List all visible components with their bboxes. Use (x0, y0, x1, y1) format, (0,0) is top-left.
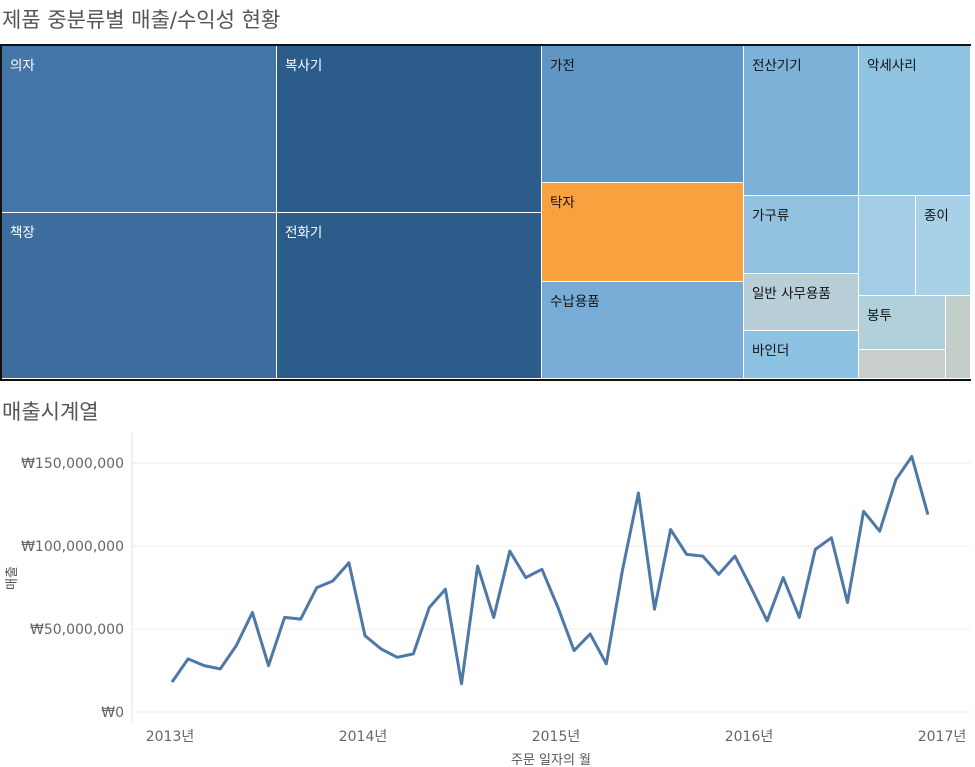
x-tick-label: 2015년 (532, 729, 581, 745)
treemap-tile-label: 가구류 (752, 208, 790, 224)
sales-line[interactable] (170, 455, 930, 686)
line-chart[interactable]: ₩0 ₩50,000,000 ₩100,000,000 ₩150,000,000 20… (0, 428, 975, 767)
y-tick-label: ₩100,000,000 (21, 539, 124, 555)
treemap-tile-label: 탁자 (550, 195, 575, 211)
treemap-tile[interactable]: 전산기기 (744, 46, 859, 196)
treemap-tile-label: 복사기 (285, 58, 323, 74)
x-tick-label: 2016년 (725, 729, 774, 745)
treemap-tile[interactable]: 바인더 (744, 331, 859, 379)
treemap-tile[interactable]: 악세사리 (859, 46, 971, 196)
x-tick-label: 2017년 (918, 729, 967, 745)
treemap-tile[interactable] (859, 196, 916, 296)
x-tick-label: 2014년 (339, 729, 388, 745)
y-tick-labels: ₩0 ₩50,000,000 ₩100,000,000 ₩150,000,000 (21, 456, 124, 721)
treemap-tile[interactable]: 전화기 (277, 213, 542, 379)
treemap-tile-label: 종이 (924, 208, 949, 224)
treemap-tile-label: 악세사리 (867, 58, 917, 74)
treemap-tile-label: 가전 (550, 58, 575, 74)
treemap-tile-label: 의자 (10, 58, 35, 74)
treemap-tile[interactable]: 수납용품 (542, 282, 744, 379)
treemap-tile[interactable]: 일반 사무용품 (744, 274, 859, 331)
treemap-tile-label: 수납용품 (550, 294, 600, 310)
treemap-tile[interactable]: 탁자 (542, 183, 744, 282)
x-tick-label: 2013년 (146, 729, 195, 745)
treemap-tile[interactable] (946, 296, 971, 379)
timeseries-title: 매출시계열 (2, 400, 99, 424)
treemap-tile[interactable] (859, 350, 946, 379)
treemap-tile-label: 전화기 (285, 225, 323, 241)
treemap-tile[interactable]: 의자 (2, 46, 277, 213)
treemap-tile-label: 일반 사무용품 (752, 286, 831, 302)
treemap-tile-label: 바인더 (752, 343, 790, 359)
treemap-tile-label: 전산기기 (752, 58, 802, 74)
treemap-tile[interactable]: 봉투 (859, 296, 946, 350)
y-axis-label: 매출 (5, 566, 20, 590)
y-tick-label: ₩50,000,000 (30, 622, 124, 638)
y-tick-label: ₩150,000,000 (21, 456, 124, 472)
treemap-tile[interactable]: 복사기 (277, 46, 542, 213)
y-tick-label: ₩0 (101, 705, 124, 721)
treemap-tile[interactable]: 책장 (2, 213, 277, 379)
x-tick-labels: 2013년 2014년 2015년 2016년 2017년 (146, 729, 967, 745)
treemap-tile[interactable]: 종이 (916, 196, 971, 296)
gridlines (132, 462, 970, 713)
treemap-tile-label: 책장 (10, 225, 35, 241)
treemap-tile[interactable]: 가전 (542, 46, 744, 183)
treemap-tile[interactable]: 가구류 (744, 196, 859, 274)
treemap-title: 제품 중분류별 매출/수익성 현황 (2, 8, 281, 32)
treemap-tile-label: 봉투 (867, 308, 892, 324)
x-axis-label: 주문 일자의 월 (511, 753, 591, 767)
